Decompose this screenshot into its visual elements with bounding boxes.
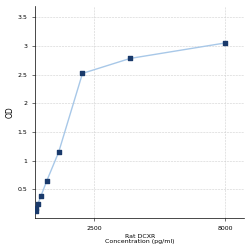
- Point: [80, 72, 84, 76]
- Y-axis label: OD: OD: [6, 106, 15, 118]
- Point: [39, 194, 43, 198]
- Point: [128, 56, 132, 60]
- Point: [34, 209, 38, 213]
- Point: [224, 41, 228, 45]
- Point: [34, 206, 38, 210]
- Point: [45, 179, 49, 183]
- Point: [57, 150, 61, 154]
- X-axis label: Rat DCXR
Concentration (pg/ml): Rat DCXR Concentration (pg/ml): [105, 234, 174, 244]
- Point: [36, 202, 40, 206]
